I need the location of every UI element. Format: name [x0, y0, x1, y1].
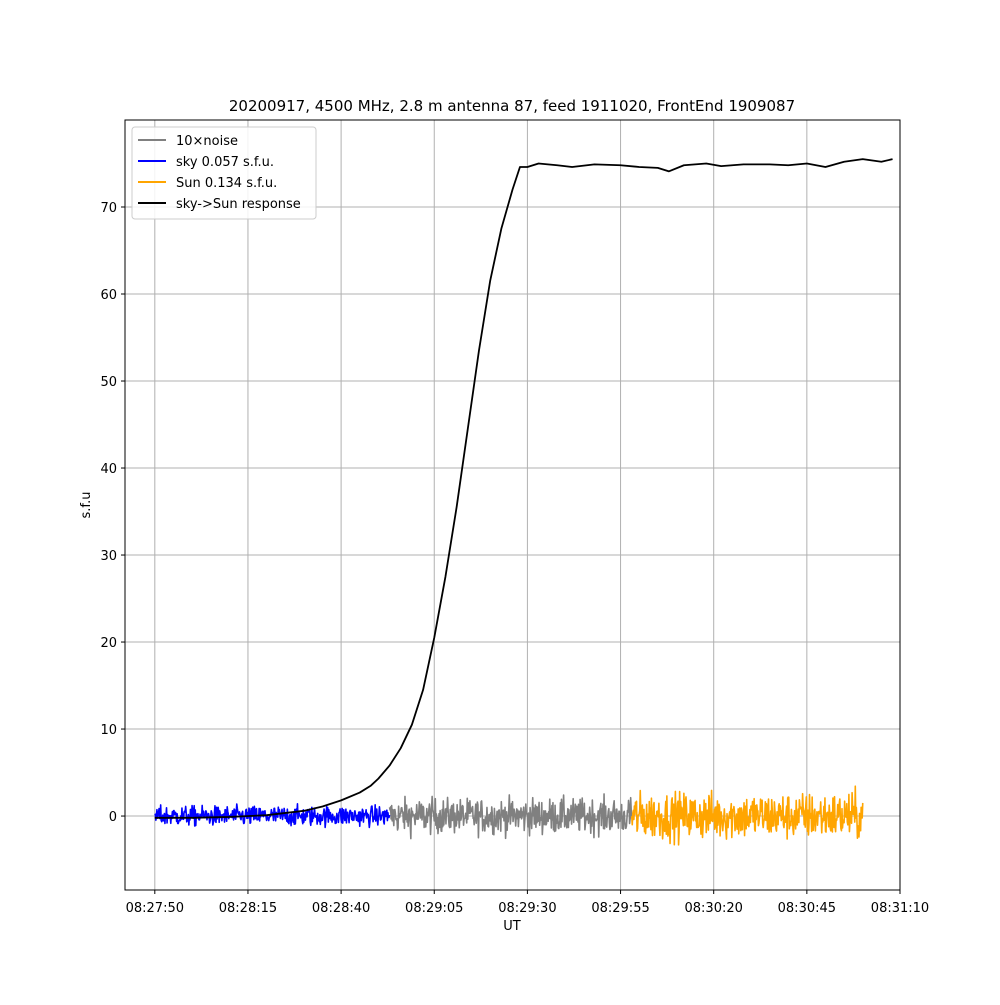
y-axis: 0 10 20 30 40 50 60 70	[100, 201, 125, 825]
x-tick-label: 08:30:20	[685, 901, 743, 916]
x-axis-label: UT	[503, 919, 521, 934]
series-line-0	[388, 793, 633, 840]
noise-series	[154, 785, 864, 846]
y-tick-label: 20	[100, 636, 117, 651]
y-tick-label: 60	[100, 288, 117, 303]
x-tick-label: 08:28:15	[219, 901, 277, 916]
y-tick-label: 50	[100, 375, 117, 390]
x-axis: 08:27:50 08:28:15 08:28:40 08:29:05 08:29:30…	[126, 890, 929, 916]
y-tick-label: 30	[100, 549, 117, 564]
series-line-1	[154, 802, 391, 829]
legend-label-3: sky->Sun response	[176, 197, 301, 212]
legend-box	[131, 126, 317, 220]
legend-label-0: 10×noise	[176, 134, 238, 149]
x-tick-label: 08:29:05	[405, 901, 463, 916]
x-tick-label: 08:30:45	[778, 901, 836, 916]
y-tick-label: 70	[100, 201, 117, 216]
series-line-2	[630, 785, 864, 846]
chart-title: 20200917, 4500 MHz, 2.8 m antenna 87, fe…	[229, 97, 795, 115]
axes-frame	[124, 119, 901, 891]
x-tick-label: 08:27:50	[126, 901, 184, 916]
response-series	[154, 158, 893, 819]
x-tick-label: 08:28:40	[312, 901, 370, 916]
y-tick-label: 0	[109, 810, 117, 825]
legend: 10×noise sky 0.057 s.f.u. Sun 0.134 s.f.u.…	[131, 126, 317, 220]
legend-label-2: Sun 0.134 s.f.u.	[176, 176, 277, 191]
series-line-3	[154, 158, 893, 819]
x-tick-label: 08:29:30	[498, 901, 556, 916]
y-axis-label: s.f.u	[79, 492, 94, 519]
legend-label-1: sky 0.057 s.f.u.	[176, 155, 274, 170]
y-tick-label: 10	[100, 723, 117, 738]
x-tick-label: 08:29:55	[591, 901, 649, 916]
y-tick-label: 40	[100, 462, 117, 477]
x-tick-label: 08:31:10	[871, 901, 929, 916]
grid	[125, 120, 901, 890]
